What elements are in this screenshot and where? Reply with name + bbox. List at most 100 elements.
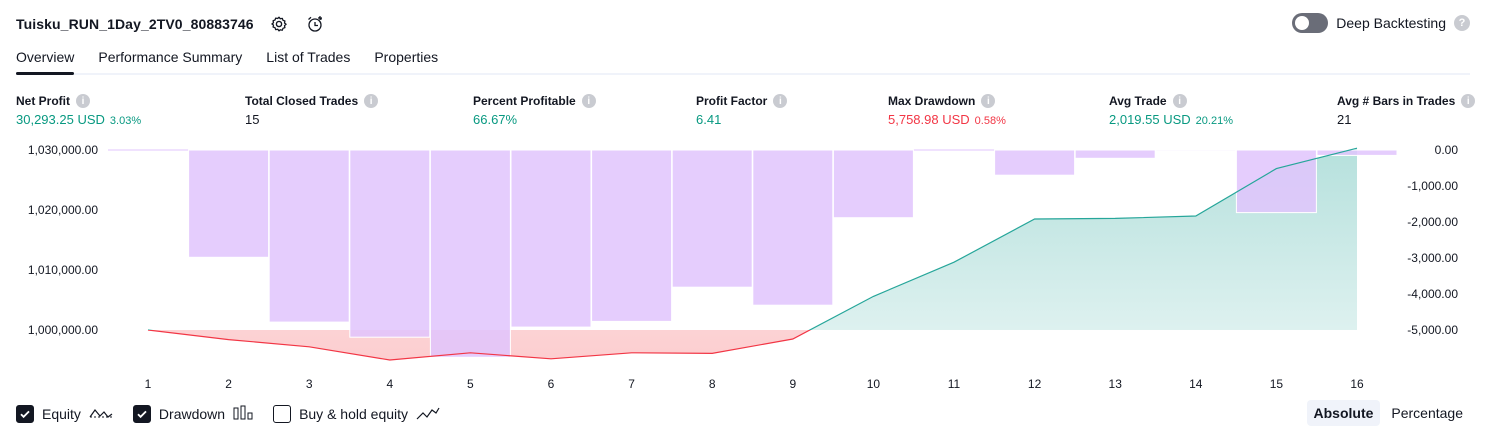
stat-label: Percent Profitable [473, 94, 576, 108]
equity-line-below [147, 330, 812, 361]
buy-hold-line-icon [416, 405, 440, 424]
equity-line-icon [89, 405, 113, 424]
stat-label: Avg # Bars in Trades [1337, 94, 1456, 108]
x-tick-label: 6 [548, 377, 555, 391]
stat-value: 66.67% [473, 112, 518, 127]
buy-hold-checkbox[interactable] [273, 405, 292, 423]
stat-label: Avg Trade [1109, 94, 1167, 108]
legend-label: Equity [42, 406, 81, 422]
right-tick-label: -2,000.00 [1407, 215, 1458, 229]
equity-line [147, 147, 1358, 361]
equity-checkbox[interactable] [16, 405, 34, 423]
left-tick-label: 1,010,000.00 [28, 263, 98, 277]
mode-absolute[interactable]: Absolute [1306, 400, 1381, 426]
stat-avg-bars-in-trades: Avg # Bars in Trades i 21 [1337, 92, 1476, 127]
stat-label: Max Drawdown [888, 94, 976, 108]
stat-label: Profit Factor [696, 94, 768, 108]
info-icon[interactable]: i [1461, 94, 1476, 108]
mode-percentage[interactable]: Percentage [1391, 405, 1463, 421]
drawdown-bar [591, 149, 673, 322]
x-tick-label: 8 [709, 377, 716, 391]
legend-drawdown[interactable]: Drawdown [132, 405, 253, 424]
stat-value: 15 [245, 112, 260, 127]
stat-value: 21 [1337, 112, 1352, 127]
stat-percent: 20.21% [1195, 115, 1233, 127]
stat-label: Total Closed Trades [245, 94, 359, 108]
stats-row: Net Profit i 30,293.25 USD 3.03% Total Clo… [16, 92, 1476, 132]
x-tick-label: 11 [948, 377, 961, 391]
drawdown-bar [752, 149, 834, 306]
x-tick-label: 15 [1270, 377, 1284, 391]
deep-backtesting-label: Deep Backtesting [1336, 15, 1446, 31]
stat-value: 5,758.98 USD [888, 112, 970, 127]
drawdown-bar [510, 149, 592, 328]
drawdown-bar [349, 149, 431, 338]
value-mode-switch: Absolute Percentage [1306, 400, 1471, 426]
gear-icon[interactable] [268, 13, 290, 35]
drawdown-bars [188, 149, 1398, 358]
x-axis: 1 2 3 4 5 6 7 8 9 10 11 12 13 14 15 16 [145, 377, 1364, 391]
right-tick-label: -3,000.00 [1407, 251, 1458, 265]
left-tick-label: 1,020,000.00 [28, 203, 98, 217]
tab-performance-summary[interactable]: Performance Summary [98, 49, 243, 65]
deep-backtesting-toggle[interactable] [1292, 13, 1329, 33]
info-icon[interactable]: i [364, 94, 379, 108]
drawdown-bar [671, 149, 753, 288]
x-tick-label: 3 [306, 377, 313, 391]
equity-line-above [148, 147, 1358, 330]
chart-legend: Equity Drawdown Buy & hold equity [16, 403, 440, 425]
stat-value: 2,019.55 USD [1109, 112, 1191, 127]
tab-overview[interactable]: Overview [16, 47, 75, 75]
info-icon[interactable]: i [1172, 94, 1187, 108]
stat-value: 30,293.25 USD [16, 112, 105, 127]
stat-max-drawdown: Max Drawdown i 5,758.98 USD 0.58% [888, 92, 1006, 127]
right-tick-label: -4,000.00 [1407, 287, 1458, 301]
x-tick-label: 13 [1109, 377, 1123, 391]
x-tick-label: 16 [1350, 377, 1364, 391]
deep-backtesting-control: Deep Backtesting ? [1292, 13, 1470, 33]
equity-drawdown-chart[interactable]: 1,030,000.00 1,020,000.00 1,010,000.00 1,00… [0, 140, 1486, 398]
drawdown-bars-icon [233, 405, 253, 424]
legend-label: Drawdown [158, 406, 226, 422]
equity-area-above [148, 148, 1357, 330]
info-icon[interactable]: i [981, 94, 996, 108]
report-tabs: Overview Performance Summary List of Tra… [16, 47, 1470, 75]
drawdown-bar [188, 149, 270, 258]
drawdown-bar [1235, 149, 1317, 214]
left-tick-label: 1,030,000.00 [28, 143, 98, 157]
x-tick-label: 2 [225, 377, 232, 391]
right-tick-label: -5,000.00 [1407, 323, 1458, 337]
strategy-name: Tuisku_RUN_1Day_2TV0_80883746 [16, 16, 254, 32]
info-icon[interactable]: i [773, 94, 788, 108]
x-tick-label: 4 [386, 377, 393, 391]
stat-profit-factor: Profit Factor i 6.41 [696, 92, 788, 127]
drawdown-bar [1316, 149, 1398, 156]
left-axis: 1,030,000.00 1,020,000.00 1,010,000.00 1,00… [28, 143, 98, 337]
drawdown-bar [1074, 149, 1156, 159]
right-tick-label: 0.00 [1435, 143, 1459, 157]
stat-net-profit: Net Profit i 30,293.25 USD 3.03% [16, 92, 141, 127]
legend-equity[interactable]: Equity [16, 405, 113, 424]
drawdown-bar [832, 149, 914, 219]
info-icon[interactable]: i [581, 94, 596, 108]
stat-value: 6.41 [696, 112, 722, 127]
right-tick-label: -1,000.00 [1407, 179, 1458, 193]
x-tick-label: 9 [789, 377, 796, 391]
info-icon[interactable]: i [76, 94, 90, 108]
legend-buy-hold-equity[interactable]: Buy & hold equity [273, 405, 440, 424]
stat-total-closed-trades: Total Closed Trades i 15 [245, 92, 379, 127]
tab-properties[interactable]: Properties [374, 49, 439, 65]
drawdown-bar [268, 149, 350, 323]
left-tick-label: 1,000,000.00 [28, 323, 98, 337]
drawdown-checkbox[interactable] [132, 405, 151, 423]
toggle-knob [1295, 16, 1310, 30]
x-tick-label: 1 [145, 377, 152, 391]
x-tick-label: 5 [467, 377, 474, 391]
help-icon[interactable]: ? [1454, 15, 1470, 31]
x-tick-label: 7 [628, 377, 635, 391]
strategy-header: Tuisku_RUN_1Day_2TV0_80883746 [16, 12, 326, 36]
alarm-add-icon[interactable] [304, 13, 326, 35]
drawdown-bar [1155, 149, 1237, 152]
tab-list-of-trades[interactable]: List of Trades [266, 49, 351, 65]
x-tick-label: 10 [867, 377, 881, 391]
